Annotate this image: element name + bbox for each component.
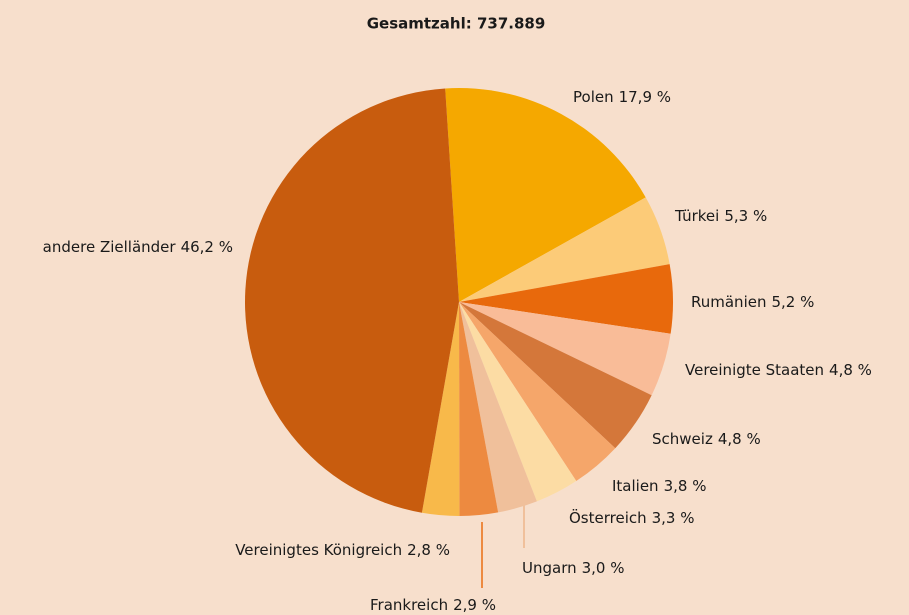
slice-label: andere Zielländer 46,2 %: [43, 238, 233, 256]
slice-category: Schweiz: [652, 430, 713, 448]
pie-slice: [459, 302, 499, 516]
slice-category: Italien: [612, 477, 659, 495]
slice-value-label: 3,0 %: [582, 559, 625, 577]
slice-value-label: 4,8 %: [718, 430, 761, 448]
pie-slice: [459, 302, 652, 449]
pie-slice: [459, 197, 670, 302]
slice-value-label: 2,9 %: [453, 596, 496, 614]
slice-label: Frankreich 2,9 %: [370, 596, 496, 614]
pie-slice: [459, 302, 671, 396]
pie-slice: [459, 302, 537, 513]
slice-value-label: 5,3 %: [724, 207, 767, 225]
slice-value-label: 3,3 %: [652, 509, 695, 527]
pie-slice: [459, 264, 673, 334]
pie-slice: [459, 302, 577, 502]
slice-value-label: 4,8 %: [829, 361, 872, 379]
slice-label: Vereinigte Staaten 4,8 %: [685, 361, 872, 379]
slice-category: Türkei: [674, 207, 719, 225]
slice-label: Türkei 5,3 %: [674, 207, 767, 225]
slice-label: Polen 17,9 %: [573, 88, 671, 106]
pie-slice: [445, 88, 646, 303]
pie-slice: [459, 302, 616, 482]
slice-value-label: 2,8 %: [407, 541, 450, 559]
slice-category: Frankreich: [370, 596, 448, 614]
slice-label: Schweiz 4,8 %: [652, 430, 761, 448]
pie-slice: [244, 88, 459, 513]
slice-category: andere Zielländer: [43, 238, 177, 256]
slice-label: Italien 3,8 %: [612, 477, 706, 495]
slice-category: Rumänien: [691, 293, 766, 311]
slice-category: Ungarn: [522, 559, 577, 577]
slice-category: Polen: [573, 88, 614, 106]
chart-title: Gesamtzahl: 737.889: [367, 15, 546, 33]
slice-category: Vereinigtes Königreich: [235, 541, 402, 559]
slice-label: Österreich 3,3 %: [569, 508, 695, 527]
slice-label: Vereinigtes Königreich 2,8 %: [235, 541, 450, 559]
slice-category: Österreich: [569, 508, 647, 527]
slice-value-label: 3,8 %: [664, 477, 707, 495]
slice-value-label: 46,2 %: [181, 238, 233, 256]
pie-slice: [421, 302, 460, 516]
slice-label: Ungarn 3,0 %: [522, 559, 625, 577]
slice-value-label: 5,2 %: [771, 293, 814, 311]
slice-category: Vereinigte Staaten: [685, 361, 824, 379]
slice-value-label: 17,9 %: [619, 88, 671, 106]
slice-label: Rumänien 5,2 %: [691, 293, 814, 311]
